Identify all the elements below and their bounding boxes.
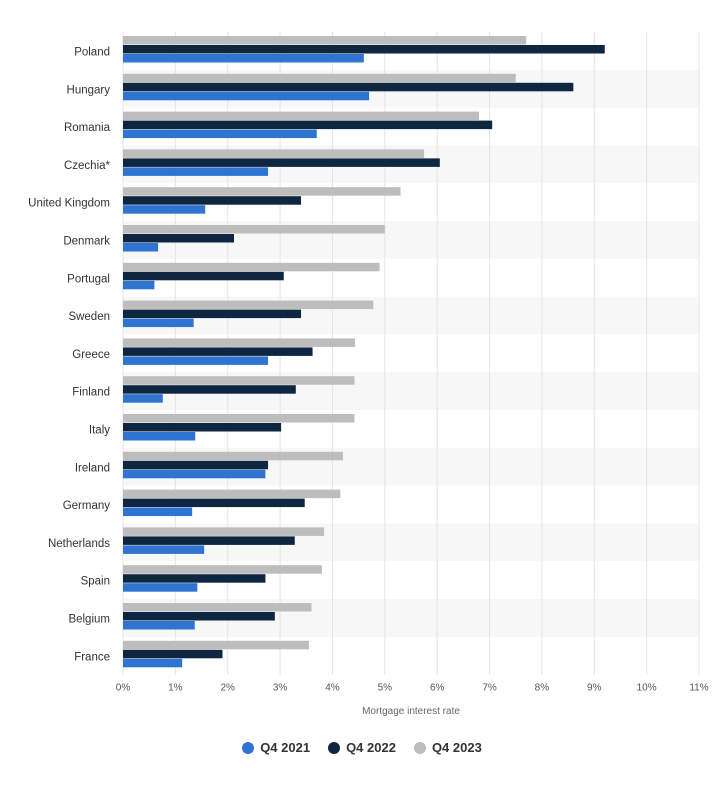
bar-q4-2023-romania[interactable] — [123, 111, 480, 121]
category-label: Finland — [72, 387, 110, 399]
x-tick-label: 3% — [273, 683, 288, 694]
bar-q4-2021-finland[interactable] — [123, 394, 163, 403]
bar-q4-2022-sweden[interactable] — [123, 309, 302, 319]
category-label: Germany — [63, 500, 111, 512]
bar-q4-2021-ireland[interactable] — [123, 469, 266, 479]
category-label: Poland — [74, 47, 110, 59]
x-tick-label: 11% — [689, 683, 708, 694]
bar-q4-2022-netherlands[interactable] — [123, 536, 295, 545]
bar-q4-2023-united-kingdom[interactable] — [123, 187, 401, 196]
bar-q4-2021-portugal[interactable] — [123, 280, 155, 290]
legend-marker-q4-2021 — [242, 741, 255, 754]
bar-q4-2021-hungary[interactable] — [123, 91, 370, 101]
category-label: Netherlands — [48, 538, 110, 550]
bar-q4-2022-portugal[interactable] — [123, 271, 284, 281]
bar-q4-2021-france[interactable] — [123, 658, 183, 668]
x-tick-label: 10% — [637, 683, 657, 694]
category-labels: Poland Hungary Romania Czechia* United Kingd… — [28, 47, 110, 664]
category-label: Czechia* — [64, 160, 111, 172]
bar-q4-2023-netherlands[interactable] — [123, 527, 325, 536]
bar-q4-2022-hungary[interactable] — [123, 82, 574, 92]
legend-item-q4-2023[interactable]: Q4 2023 — [413, 740, 482, 755]
bar-q4-2021-belgium[interactable] — [123, 621, 195, 630]
bar-q4-2023-poland[interactable] — [123, 36, 527, 45]
x-axis-title: Mortgage interest rate — [362, 706, 460, 717]
bar-q4-2023-france[interactable] — [123, 640, 309, 650]
bar-q4-2021-poland[interactable] — [123, 54, 364, 63]
bar-q4-2023-finland[interactable] — [123, 376, 355, 385]
bar-q4-2023-germany[interactable] — [123, 489, 341, 499]
bar-q4-2021-sweden[interactable] — [123, 318, 194, 328]
legend-label-q4-2021: Q4 2021 — [260, 740, 311, 755]
legend-marker-q4-2023 — [413, 741, 426, 754]
category-label: United Kingdom — [28, 198, 110, 210]
x-tick-label: 1% — [168, 683, 183, 694]
x-tick-label: 9% — [587, 683, 602, 694]
bar-q4-2022-poland[interactable] — [123, 45, 605, 54]
bar-q4-2021-greece[interactable] — [123, 356, 269, 365]
bar-q4-2021-united-kingdom[interactable] — [123, 205, 206, 214]
x-tick-labels: 0% 1% 2% 3% 4% 5% 6% 7% 8% 9% 10% 11% — [116, 683, 709, 694]
category-label: Belgium — [68, 614, 110, 626]
bar-q4-2022-finland[interactable] — [123, 385, 296, 394]
category-label: Sweden — [68, 311, 110, 323]
category-label: France — [74, 651, 110, 663]
bar-q4-2021-spain[interactable] — [123, 583, 198, 592]
x-tick-label: 8% — [535, 683, 550, 694]
category-label: Spain — [81, 576, 110, 588]
bar-q4-2022-germany[interactable] — [123, 498, 305, 508]
bar-q4-2022-france[interactable] — [123, 649, 223, 659]
bar-q4-2023-italy[interactable] — [123, 414, 355, 423]
bar-q4-2023-hungary[interactable] — [123, 73, 516, 83]
bar-q4-2023-portugal[interactable] — [123, 262, 380, 272]
category-label: Greece — [72, 349, 110, 361]
bar-q4-2023-spain[interactable] — [123, 565, 322, 574]
bar-q4-2022-ireland[interactable] — [123, 460, 269, 470]
bar-q4-2023-ireland[interactable] — [123, 451, 343, 461]
bar-q4-2022-denmark[interactable] — [123, 234, 235, 243]
bar-q4-2022-belgium[interactable] — [123, 612, 275, 621]
category-label: Hungary — [67, 84, 111, 96]
bar-q4-2022-united-kingdom[interactable] — [123, 196, 302, 205]
bar-q4-2021-denmark[interactable] — [123, 243, 159, 252]
bar-q4-2022-italy[interactable] — [123, 423, 282, 432]
legend: Q4 2021 Q4 2022 Q4 2023 — [0, 740, 724, 755]
bar-q4-2023-belgium[interactable] — [123, 603, 312, 612]
bar-q4-2023-sweden[interactable] — [123, 300, 374, 310]
bar-q4-2021-netherlands[interactable] — [123, 545, 205, 554]
legend-label-q4-2023: Q4 2023 — [431, 740, 482, 755]
category-label: Romania — [64, 122, 111, 134]
x-tick-label: 2% — [221, 683, 236, 694]
bar-q4-2021-italy[interactable] — [123, 432, 196, 441]
bar-q4-2022-spain[interactable] — [123, 574, 266, 583]
bars — [123, 36, 605, 668]
bar-q4-2021-romania[interactable] — [123, 129, 317, 139]
x-tick-label: 7% — [482, 683, 497, 694]
bar-q4-2023-denmark[interactable] — [123, 225, 385, 234]
category-label: Denmark — [63, 236, 110, 248]
category-label: Ireland — [75, 462, 110, 474]
bar-q4-2023-greece[interactable] — [123, 338, 355, 347]
bar-q4-2022-romania[interactable] — [123, 120, 493, 130]
bar-q4-2022-czechia[interactable] — [123, 158, 440, 167]
x-tick-label: 4% — [325, 683, 340, 694]
legend-label-q4-2022: Q4 2022 — [346, 740, 396, 755]
category-label: Portugal — [67, 273, 110, 285]
x-tick-label: 5% — [378, 683, 393, 694]
x-tick-label: 6% — [430, 683, 445, 694]
category-label: Italy — [89, 425, 110, 437]
bar-q4-2023-czechia[interactable] — [123, 149, 425, 158]
legend-item-q4-2022[interactable]: Q4 2022 — [328, 740, 396, 755]
bar-q4-2021-czechia[interactable] — [123, 167, 269, 176]
bar-q4-2022-greece[interactable] — [123, 347, 313, 356]
legend-item-q4-2021[interactable]: Q4 2021 — [242, 740, 310, 755]
legend-marker-q4-2022 — [328, 741, 341, 754]
bar-q4-2021-germany[interactable] — [123, 507, 193, 517]
x-tick-label: 0% — [116, 683, 131, 694]
